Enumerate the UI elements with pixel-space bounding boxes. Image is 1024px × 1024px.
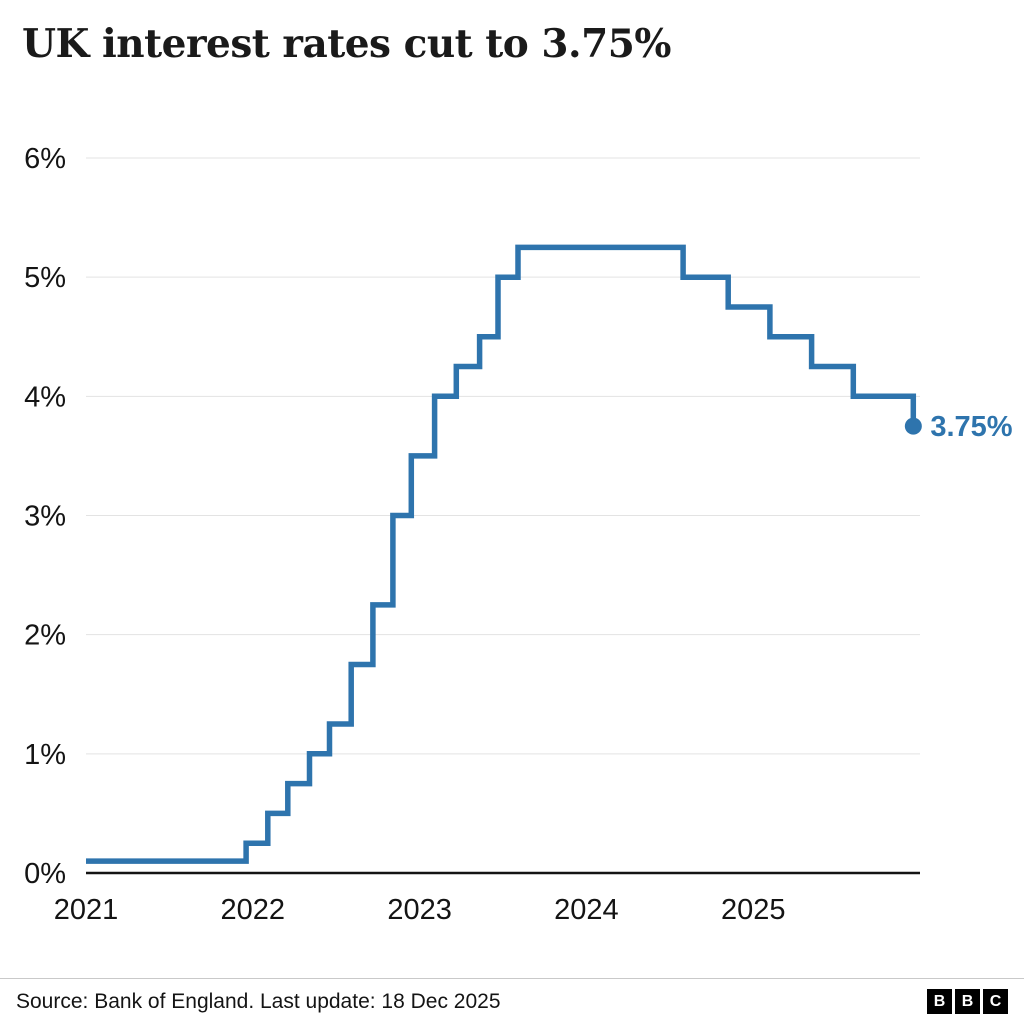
footer: Source: Bank of England. Last update: 18… [0, 978, 1024, 1024]
chart-area: 0% 1% 2% 3% 4% 5% 6% 2021 2022 2023 2024 2025 3.75% [0, 67, 1024, 952]
bbc-logo: B B C [927, 989, 1008, 1014]
chart-svg: 0% 1% 2% 3% 4% 5% 6% 2021 2022 2023 2024 2025 3.75% [24, 143, 1013, 926]
y-tick-label: 5% [24, 262, 66, 294]
y-tick-label: 4% [24, 381, 66, 413]
chart-title: UK interest rates cut to 3.75% [22, 21, 671, 67]
x-tick-label: 2024 [554, 894, 619, 926]
endpoint-dot [904, 417, 922, 435]
bbc-logo-letter-b1: B [927, 989, 952, 1014]
rate-line [86, 244, 917, 864]
x-tick-label: 2022 [221, 894, 286, 926]
y-tick-label: 1% [24, 739, 66, 771]
bbc-logo-letter-b2: B [955, 989, 980, 1014]
x-tick-label: 2025 [721, 894, 786, 926]
source-text: Source: Bank of England. Last update: 18… [16, 989, 501, 1013]
y-tick-label: 2% [24, 620, 66, 652]
y-tick-label: 6% [24, 143, 66, 175]
endpoint-label: 3.75% [930, 411, 1012, 443]
chart-header: UK interest rates cut to 3.75% [0, 0, 1024, 67]
x-tick-label: 2021 [54, 894, 119, 926]
y-tick-label: 3% [24, 500, 66, 532]
bbc-logo-letter-c: C [983, 989, 1008, 1014]
x-tick-label: 2023 [387, 894, 452, 926]
y-tick-label: 0% [24, 858, 66, 890]
